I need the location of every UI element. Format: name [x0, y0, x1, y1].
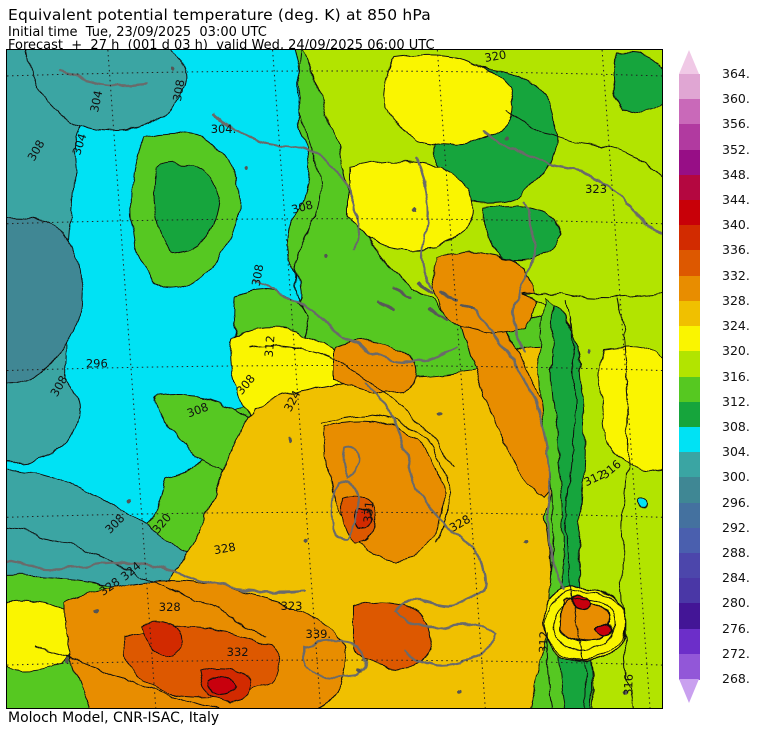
colorbar-tick-label: 300. [722, 469, 750, 485]
contour-label: 323 [585, 182, 607, 196]
colorbar-segment [679, 74, 700, 100]
terrain-marks [66, 67, 627, 694]
graticule [7, 50, 662, 708]
colorbar-segment [679, 225, 700, 252]
contour-label: 308 [249, 263, 267, 287]
colorbar-arrow-bottom [679, 679, 699, 704]
colorbar-tick-label: 308. [722, 418, 750, 434]
region-296-300 [7, 216, 83, 384]
colorbar-segment [679, 426, 700, 453]
colorbar-tick-label: 276. [722, 620, 750, 636]
contour-lines [7, 50, 662, 708]
colorbar-segment [679, 149, 700, 176]
colorbar-tick-label: 272. [722, 645, 750, 661]
colorbar [679, 50, 700, 710]
colorbar-arrow-top [679, 50, 699, 74]
region-328-332-ne [432, 251, 535, 334]
colorbar-segment [679, 477, 700, 504]
colorbar-segment [679, 326, 700, 352]
colorbar-tick-label: 340. [722, 217, 750, 233]
contour-label: 320 [483, 50, 507, 65]
region-320-324-nw [383, 54, 514, 145]
colorbar-tick-label: 328. [722, 292, 750, 308]
colorbar-tick-label: 336. [722, 242, 750, 258]
region-304-308-spot [638, 495, 650, 507]
colorbar-segment [679, 628, 700, 655]
colorbar-tick-label: 288. [722, 544, 750, 560]
colorbar-segment [679, 527, 700, 554]
colorbar-segment [679, 275, 700, 302]
contour-label: 331 [360, 501, 376, 524]
model-credit: Moloch Model, CNR-ISAC, Italy [8, 710, 220, 726]
colorbar-tick-label: 332. [722, 267, 750, 283]
region-308-312-core [153, 163, 220, 255]
region-336-340-a [141, 622, 184, 658]
contour-label: 328 [213, 540, 237, 558]
colorbar-segment [679, 552, 700, 579]
region-340-344 [209, 676, 238, 696]
colorbar-tick-label: 356. [722, 116, 750, 132]
colorbar-tick-label: 296. [722, 494, 750, 510]
colorbar-tick-label: 280. [722, 595, 750, 611]
region-320-324-n [348, 160, 475, 251]
colorbar-segment [679, 200, 700, 226]
colorbar-tick-label: 348. [722, 166, 750, 182]
region-300-304-tongue [25, 50, 188, 132]
colorbar-segment [679, 653, 700, 680]
contour-label: 323 [281, 599, 303, 613]
contour-label: 304 [69, 132, 89, 157]
region-328-332-po [334, 340, 415, 394]
colorbar-tick-label: 312. [722, 393, 750, 409]
map-canvas: 304 304 304. 308 308 308 320 323 296 308 308 308 308… [6, 49, 663, 709]
colorbar-labels: 364. 360. 356. 352. 348. 344. 340. 336. 332. 328.… [722, 50, 760, 710]
colorbar-tick-label: 284. [722, 570, 750, 586]
colorbar-segment [679, 502, 700, 529]
contour-label: 308 [290, 197, 315, 216]
initial-time-line: Initial time Tue, 23/09/2025 03:00 UTC [8, 25, 267, 40]
colorbar-segment [679, 452, 700, 478]
region-320-324-eedge [599, 344, 662, 472]
region-332-336-s [353, 601, 433, 669]
colorbar-segment [679, 603, 700, 630]
filled-contours-layer [7, 50, 662, 708]
contour-label: 332 [227, 645, 249, 659]
map-svg: 304304304.308308308320323296308308308308… [7, 50, 662, 708]
colorbar-segment [679, 250, 700, 277]
colorbar-tick-label: 320. [722, 343, 750, 359]
colorbar-tick-label: 316. [722, 368, 750, 384]
contour-label: 304. [211, 122, 237, 136]
swirl-contour-inner [553, 597, 615, 651]
contour-label: 304 [87, 89, 105, 113]
contour-label: 339. [306, 627, 332, 641]
colorbar-tick-label: 364. [722, 66, 750, 81]
contour-label: 296 [86, 357, 108, 371]
colorbar-segment [679, 578, 700, 604]
colorbar-segment [679, 401, 700, 428]
swirl-core-a [570, 594, 590, 610]
page-title: Equivalent potential temperature (deg. K… [8, 6, 431, 24]
colorbar-segment [679, 300, 700, 327]
colorbar-segment [679, 174, 700, 201]
swirl-core-b [595, 623, 613, 637]
colorbar-tick-label: 352. [722, 141, 750, 157]
colorbar-tick-label: 344. [722, 192, 750, 208]
contour-label: 308 [170, 78, 188, 102]
contour-label: 312 [262, 335, 278, 358]
colorbar-tick-label: 360. [722, 91, 750, 107]
colorbar-tick-label: 324. [722, 318, 750, 334]
colorbar-segment [679, 99, 700, 125]
contour-label: 316 [621, 674, 636, 696]
contour-label: 328 [159, 600, 181, 614]
region-308-312-east [483, 205, 563, 261]
colorbar-tick-label: 292. [722, 519, 750, 535]
contour-label: 312 [536, 631, 551, 653]
region-308-312-corner [611, 50, 662, 114]
colorbar-tick-label: 304. [722, 444, 750, 460]
coastline-borders [7, 70, 662, 679]
colorbar-segment [679, 376, 700, 403]
colorbar-segment [679, 351, 700, 378]
colorbar-tick-label: 268. [722, 671, 750, 687]
colorbar-segment [679, 124, 700, 151]
